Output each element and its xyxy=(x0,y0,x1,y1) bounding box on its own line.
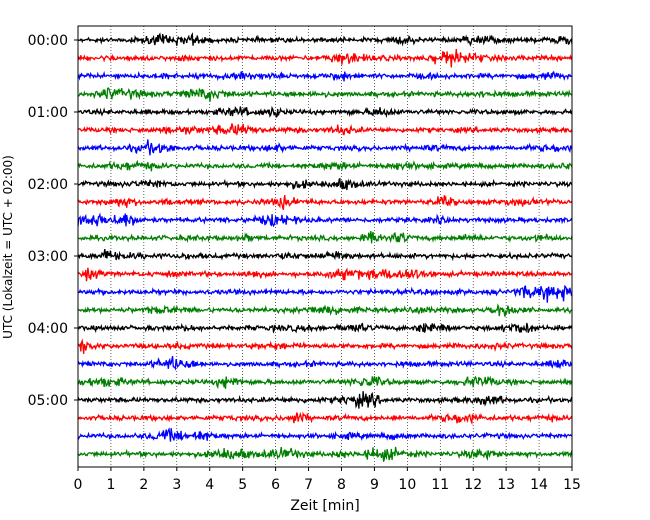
seismogram-trace xyxy=(77,87,573,102)
y-axis-ticks: 00:00 01:00 02:00 03:00 04:00 05:00 xyxy=(28,33,78,409)
seismogram-trace xyxy=(77,212,573,228)
y-tick-label: 01:00 xyxy=(28,105,68,121)
x-tick-label: 1 xyxy=(106,477,115,493)
seismogram-trace xyxy=(77,194,573,211)
seismogram-trace xyxy=(77,159,573,172)
seismogram-trace xyxy=(77,139,573,156)
x-tick-label: 8 xyxy=(337,477,346,493)
x-tick-label: 10 xyxy=(398,477,416,493)
seismogram-trace xyxy=(77,230,573,244)
seismogram-trace xyxy=(77,284,573,303)
y-tick-label: 03:00 xyxy=(28,249,68,265)
x-tick-label: 6 xyxy=(271,477,280,493)
x-tick-label: 11 xyxy=(431,477,449,493)
plot-frame xyxy=(77,25,573,468)
seismogram-trace xyxy=(77,32,573,47)
y-tick-label: 00:00 xyxy=(28,33,68,49)
y-axis-label: UTC (Lokalzeit = UTC + 02:00) xyxy=(1,155,15,339)
x-tick-label: 3 xyxy=(172,477,181,493)
x-tick-label: 9 xyxy=(370,477,379,493)
y-tick-label: 02:00 xyxy=(28,177,68,193)
seismogram-trace xyxy=(77,391,573,409)
x-axis-ticks: 0 1 2 3 4 5 6 7 8 9 10 11 12 13 14 15 xyxy=(74,467,581,493)
x-tick-label: 12 xyxy=(464,477,482,493)
seismogram-trace xyxy=(77,322,573,334)
seismogram-trace xyxy=(77,48,573,68)
seismogram-trace xyxy=(77,123,573,136)
x-tick-label: 13 xyxy=(497,477,515,493)
seismogram-trace xyxy=(77,356,573,371)
seismogram-trace xyxy=(77,267,573,282)
x-axis-label: Zeit [min] xyxy=(290,498,359,514)
x-tick-label: 7 xyxy=(304,477,313,493)
seismogram-trace xyxy=(77,375,573,389)
x-tick-label: 2 xyxy=(139,477,148,493)
y-tick-label: 05:00 xyxy=(28,393,68,409)
x-tick-label: 15 xyxy=(563,477,581,493)
seismogram-trace xyxy=(77,411,573,426)
seismogram-trace xyxy=(77,427,573,442)
y-tick-label: 04:00 xyxy=(28,321,68,337)
x-tick-label: 0 xyxy=(74,477,83,493)
seismogram-trace xyxy=(77,338,573,354)
seismogram-trace xyxy=(77,248,573,262)
seismogram-trace xyxy=(77,105,573,119)
trace-series-group xyxy=(77,32,573,462)
x-tick-label: 14 xyxy=(530,477,548,493)
seismogram-trace xyxy=(77,70,573,82)
seismogram-trace xyxy=(77,303,573,317)
x-tick-label: 5 xyxy=(238,477,247,493)
seismogram-trace xyxy=(77,446,573,462)
x-tick-label: 4 xyxy=(205,477,214,493)
seismogram-trace xyxy=(77,177,573,191)
